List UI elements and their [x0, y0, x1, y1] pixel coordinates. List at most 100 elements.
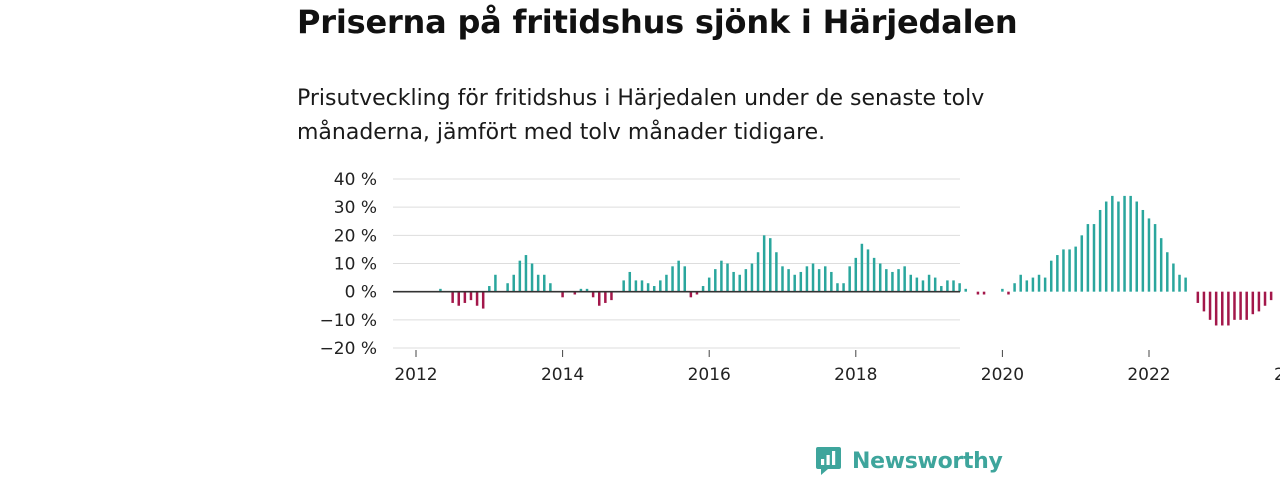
brand-name: Newsworthy [852, 448, 1003, 474]
labels: −20 % −10 % 0 % 10 % 20 % 30 % 40 % 2012 2014 201… [320, 170, 1280, 385]
bar [1086, 224, 1090, 292]
bar [451, 291, 454, 303]
bar [1214, 291, 1218, 326]
bar [732, 271, 735, 292]
bar [866, 249, 870, 292]
bar [1043, 277, 1047, 292]
y-tick-label: 30 % [334, 198, 377, 218]
bar [1104, 201, 1108, 292]
bar [750, 263, 754, 292]
bar [591, 291, 595, 298]
bar [1172, 263, 1175, 292]
bar [1123, 195, 1126, 292]
bar [597, 291, 601, 306]
bar [640, 280, 644, 292]
bar [921, 280, 925, 292]
bar [860, 243, 864, 292]
bar [1227, 291, 1230, 326]
bar [524, 255, 528, 292]
bar [1001, 288, 1004, 292]
bar [1221, 291, 1224, 326]
x-tick-label: 2020 [981, 365, 1024, 385]
bar [561, 291, 564, 298]
bar [481, 291, 485, 309]
x-tick-label: 2022 [1127, 365, 1170, 385]
bar [1239, 291, 1242, 320]
bar [1135, 201, 1138, 292]
bar [878, 263, 882, 292]
bar [1269, 291, 1273, 301]
bar [836, 283, 839, 292]
bar [933, 277, 937, 292]
bar [720, 260, 723, 292]
bar [1062, 249, 1065, 292]
bar [506, 283, 509, 292]
bar [781, 266, 784, 292]
y-tick-label: −20 % [320, 339, 377, 359]
bar [518, 260, 522, 292]
bar [701, 286, 705, 292]
bar [1080, 235, 1084, 292]
bar [915, 277, 919, 292]
bar [897, 269, 900, 292]
bar [848, 266, 851, 292]
bar [707, 277, 711, 292]
newsworthy-brand: Newsworthy [815, 446, 1003, 476]
y-tick-label: −10 % [320, 311, 377, 331]
bar [830, 271, 833, 292]
bar [793, 274, 796, 292]
bar [1166, 252, 1169, 292]
bar [1025, 280, 1029, 292]
bar [823, 266, 827, 292]
bar [1257, 291, 1261, 312]
newsworthy-logo-icon [816, 447, 841, 475]
bar [469, 291, 473, 301]
y-tick-label: 0 % [345, 283, 377, 303]
bar [1007, 291, 1010, 295]
chart-subtitle: Prisutveckling för fritidshus i Härjedal… [297, 86, 985, 145]
bar [854, 257, 858, 292]
bar [1117, 201, 1120, 292]
bar [1074, 246, 1077, 292]
chart-title: Priserna på fritidshus sjönk i Härjedale… [297, 3, 1018, 41]
bar [512, 274, 515, 292]
gridlines [393, 178, 960, 349]
bar [1013, 283, 1016, 292]
y-tick-label: 10 % [334, 255, 377, 275]
bar [488, 286, 491, 292]
bar [1263, 291, 1267, 306]
bar [872, 257, 876, 292]
bar [964, 288, 967, 292]
bar [683, 266, 687, 292]
bar [1098, 209, 1102, 292]
bar [610, 291, 613, 301]
bar [1056, 255, 1059, 292]
bar [958, 283, 961, 292]
bar [689, 291, 693, 298]
bar [585, 288, 589, 292]
bar [946, 280, 949, 292]
bar [494, 274, 497, 292]
bar [976, 291, 980, 295]
bar [549, 283, 552, 292]
bar [1202, 291, 1206, 312]
bar [1184, 277, 1187, 292]
x-tick-label: 2012 [394, 365, 437, 385]
bar [909, 274, 913, 292]
bar [952, 280, 955, 292]
bar-chart: −20 % −10 % 0 % 10 % 20 % 30 % 40 % 2012 2014 201… [320, 170, 1280, 385]
bar [579, 288, 583, 292]
bar [622, 280, 625, 292]
x-tick-label: 2016 [688, 365, 731, 385]
bar [652, 286, 656, 292]
x-tick-label: 2018 [834, 365, 877, 385]
bar [457, 291, 461, 306]
bar [1031, 277, 1035, 292]
bar [1196, 291, 1200, 303]
bar [628, 271, 632, 292]
bar [738, 274, 741, 292]
bar [543, 274, 546, 292]
bar [646, 283, 650, 292]
bar [1111, 195, 1114, 292]
bar [1251, 291, 1255, 315]
